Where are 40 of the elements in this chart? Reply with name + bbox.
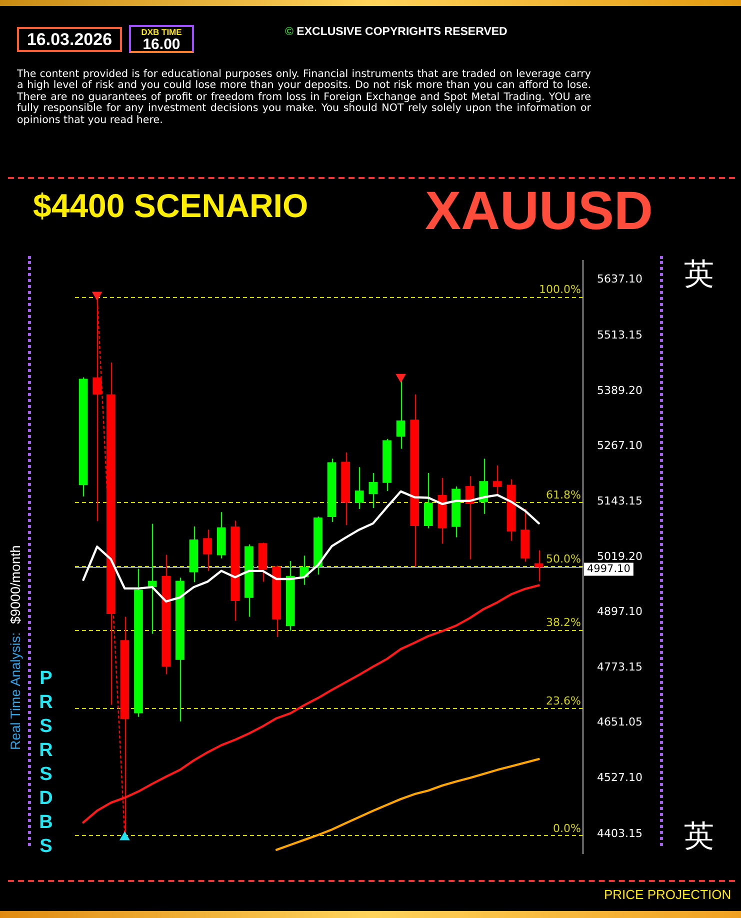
y-tick-label: 4897.10 — [597, 605, 642, 618]
annotation: 61.8% — [546, 488, 581, 502]
time-frame: DXB TIME 16.00 — [129, 25, 194, 53]
y-tick-label: 5019.20 — [597, 550, 642, 564]
text: PRICE PROJECTION — [604, 887, 732, 903]
text: $9000/month — [8, 546, 23, 624]
chart-title: XAUUSD — [425, 181, 654, 241]
annotation: 50.0% — [546, 552, 581, 566]
annotation: 23.6% — [546, 694, 581, 708]
text: 英 — [684, 257, 714, 292]
point — [92, 292, 102, 300]
y-tick-label: 5267.10 — [597, 438, 642, 452]
chart-subtitle: $4400 SCENARIO — [33, 187, 308, 225]
candlestick — [479, 458, 488, 514]
text: The content provided is for educational purposes only. Financial instruments that are traded on leverage carry a high level of risk and you could lose more than your deposits. Do not risk more than you can afford to lose. There are no guarantees of profit or freedom from loss in Foreign Exchange and Spot Metal Trading. YOU are fully responsible for any investment decisions you make. You should NOT rely solely upon the information or opinions that you read here. — [17, 68, 591, 126]
y-tick-label: 4773.15 — [597, 660, 642, 674]
annotation: 100.0% — [539, 282, 581, 296]
annotation: 38.2% — [546, 616, 581, 630]
y-tick-label: 4651.05 — [597, 716, 642, 729]
candlestick — [203, 529, 212, 572]
candlestick — [534, 550, 544, 582]
text: © EXCLUSIVE COPYRIGHTS RESERVED — [285, 26, 508, 38]
candlestick — [424, 472, 433, 529]
y-tick-label: 5143.15 — [597, 494, 642, 508]
candlestick — [368, 472, 378, 509]
point — [396, 374, 406, 382]
y-tick-label: 5389.20 — [597, 384, 642, 398]
y-tick-label: 4403.15 — [597, 826, 642, 840]
text: Real Time Analysis: — [8, 632, 23, 750]
point — [120, 832, 130, 840]
y-tick-label: 5513.15 — [597, 328, 642, 342]
candlestick — [492, 464, 502, 495]
candlestick — [354, 466, 364, 510]
date-frame: 16.03.2026 — [17, 27, 122, 52]
annotation: 0.0% — [553, 822, 581, 835]
text: 英 — [684, 819, 714, 854]
y-tick-label: 4527.10 — [597, 771, 642, 784]
text: PRSRSDBS — [38, 667, 54, 859]
y-tick-label: 5637.10 — [597, 272, 642, 286]
ref-line-label: 4997.10 — [587, 563, 630, 576]
